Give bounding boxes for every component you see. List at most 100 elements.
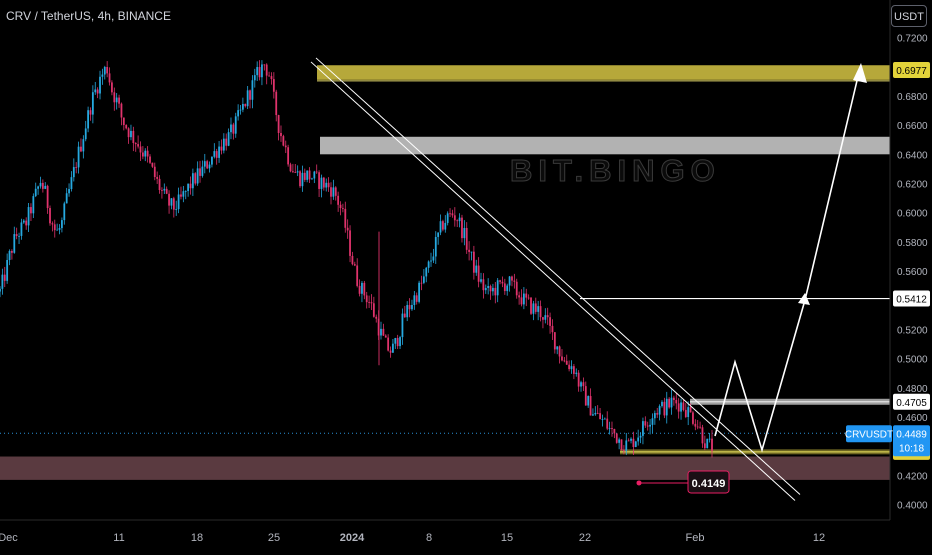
candle — [396, 334, 399, 350]
candle — [227, 128, 230, 147]
candle-body — [513, 280, 516, 282]
candle-body — [572, 366, 575, 374]
price-tick-label: 0.4000 — [897, 501, 928, 512]
candle — [601, 414, 604, 427]
candle-body — [244, 103, 247, 107]
currency-button[interactable]: USDT — [891, 5, 927, 27]
candle-body — [361, 282, 363, 294]
candle-body — [213, 151, 216, 157]
candle-body — [218, 146, 220, 158]
candle-body — [396, 338, 399, 347]
candle-body — [453, 215, 456, 221]
candle — [589, 388, 592, 416]
candle-body — [644, 421, 647, 426]
candle — [46, 184, 49, 214]
candle — [230, 117, 232, 140]
candle-body — [20, 222, 23, 236]
candle-body — [499, 280, 501, 282]
candle — [141, 146, 144, 160]
price-axis[interactable]: 0.72000.70000.68000.66000.64000.62000.60… — [889, 0, 932, 550]
candle — [311, 177, 313, 180]
candle-body — [13, 234, 16, 253]
candle — [201, 160, 204, 178]
candle-body — [306, 170, 309, 180]
candle — [451, 209, 454, 218]
candle-body — [563, 360, 566, 362]
candle-body — [506, 285, 509, 292]
candle-body — [349, 230, 351, 256]
candle — [437, 232, 440, 245]
candle — [349, 225, 351, 263]
candle — [577, 370, 580, 392]
candle — [313, 170, 316, 184]
candle — [291, 163, 294, 173]
candle-body — [163, 188, 166, 191]
candle-body — [315, 171, 318, 173]
candle-body — [468, 249, 471, 252]
candle — [237, 104, 240, 121]
candle — [72, 158, 75, 182]
candle-body — [706, 438, 709, 449]
candle-body — [589, 396, 592, 416]
candle-body — [546, 315, 549, 318]
candle-body — [261, 64, 263, 78]
candle — [606, 411, 609, 431]
candle-body — [15, 234, 18, 237]
candle — [430, 252, 432, 267]
candle-body — [372, 303, 375, 317]
candle-body — [711, 438, 713, 451]
candle-body — [182, 191, 185, 197]
candle-body — [646, 425, 649, 427]
candle — [91, 85, 94, 124]
candle-body — [451, 213, 454, 216]
candle — [468, 241, 471, 261]
candle-body — [446, 213, 449, 223]
candle-body — [199, 168, 201, 176]
candle — [706, 438, 709, 449]
candle — [342, 203, 344, 213]
candle — [177, 187, 180, 214]
time-tick-label: 22 — [579, 532, 591, 544]
candle — [146, 146, 149, 163]
candle-body — [639, 435, 642, 438]
candle-body — [318, 172, 320, 189]
candle-body — [549, 317, 551, 326]
candle — [103, 65, 106, 80]
candle — [151, 162, 154, 168]
candle — [184, 190, 187, 200]
candle-body — [665, 398, 668, 416]
candle-body — [530, 297, 532, 314]
time-axis[interactable]: Dec 11 18 25 2024 8 15 22 Feb 12 — [0, 519, 890, 544]
candle — [96, 87, 99, 99]
candle — [239, 105, 242, 115]
symbol-title[interactable]: CRV / TetherUS, 4h, BINANCE — [6, 9, 171, 23]
candle-body — [482, 279, 485, 291]
candle-body — [675, 399, 678, 404]
price-tick-label: 0.6600 — [897, 121, 928, 132]
candle-body — [503, 283, 506, 292]
candle — [372, 296, 375, 318]
candle-body — [380, 328, 382, 336]
candle — [268, 71, 270, 77]
candle-body — [32, 196, 35, 214]
candle — [684, 403, 687, 419]
candle-body — [532, 303, 535, 314]
candle — [549, 312, 551, 334]
time-tick-label: 25 — [268, 532, 280, 544]
candle-body — [568, 364, 571, 370]
annotation-box[interactable] — [687, 470, 730, 494]
candle-body — [94, 89, 97, 93]
candle — [353, 261, 356, 267]
candle-body — [334, 187, 337, 196]
candle — [101, 68, 104, 85]
candle-body — [191, 173, 194, 189]
price-tick-label: 0.6000 — [897, 209, 928, 220]
candle — [472, 245, 475, 280]
candle — [25, 217, 28, 230]
candle-body — [637, 437, 640, 442]
candle-body — [180, 194, 182, 197]
candle-body — [225, 138, 228, 146]
candle — [270, 72, 273, 85]
